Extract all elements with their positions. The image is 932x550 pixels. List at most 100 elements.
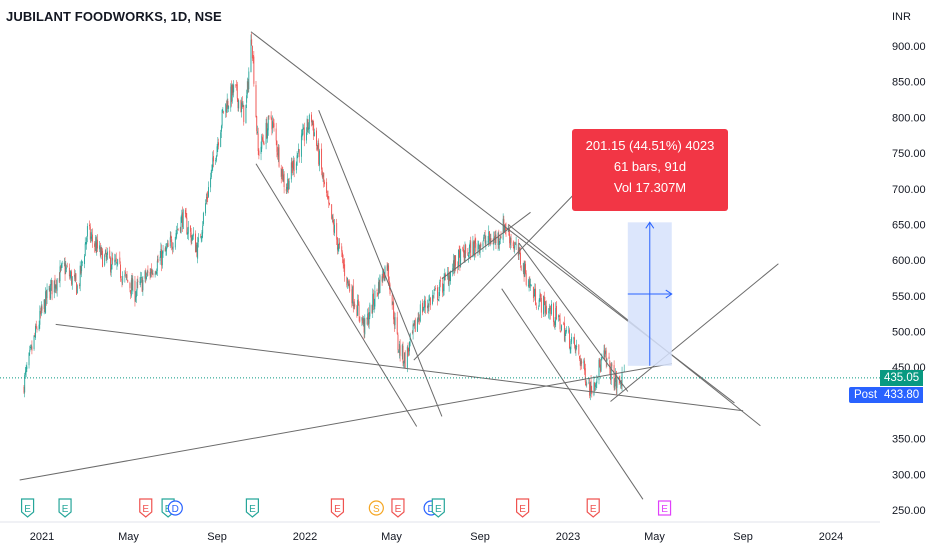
candle-body bbox=[598, 359, 600, 381]
candle-body bbox=[606, 358, 608, 362]
candle-body bbox=[246, 95, 248, 103]
candle-body bbox=[398, 344, 400, 353]
candle-body bbox=[337, 247, 339, 251]
candle-body bbox=[512, 242, 514, 247]
x-tick-label: Sep bbox=[733, 531, 753, 543]
candle-body bbox=[505, 228, 507, 232]
candle-body bbox=[146, 271, 148, 276]
event-shape bbox=[431, 498, 445, 518]
y-tick-label: 700.00 bbox=[892, 184, 926, 196]
candle-body bbox=[394, 317, 396, 325]
candle-body bbox=[222, 109, 224, 111]
candle-body bbox=[125, 274, 127, 276]
candle-body bbox=[130, 279, 132, 296]
candle-body bbox=[585, 384, 587, 386]
candle-body bbox=[569, 348, 571, 351]
candle-body bbox=[35, 325, 36, 338]
candle-body bbox=[402, 345, 404, 364]
candle-body bbox=[95, 242, 97, 253]
candle-body bbox=[215, 155, 217, 161]
candle-body bbox=[353, 305, 355, 307]
candle-body bbox=[608, 356, 610, 360]
candle-body bbox=[610, 366, 612, 380]
candle-body bbox=[117, 259, 119, 265]
candle-body bbox=[485, 240, 487, 244]
event-marker-e: E bbox=[330, 498, 345, 518]
candles-layer bbox=[23, 32, 625, 401]
event-shape bbox=[391, 498, 405, 518]
candle-body bbox=[70, 272, 72, 278]
candle-body bbox=[197, 242, 199, 259]
candle-body bbox=[171, 247, 173, 249]
candle-body bbox=[79, 265, 81, 287]
candle-body bbox=[348, 283, 350, 286]
candle-body bbox=[432, 295, 434, 297]
candle-body bbox=[282, 175, 284, 182]
candle-body bbox=[367, 313, 369, 320]
candle-body bbox=[540, 297, 542, 313]
candle-body bbox=[184, 209, 186, 214]
candle-body bbox=[453, 260, 455, 272]
candle-body bbox=[550, 310, 552, 314]
candle-body bbox=[210, 177, 212, 188]
candle-body bbox=[140, 277, 142, 278]
candle-body bbox=[107, 251, 109, 255]
candle-body bbox=[428, 299, 430, 308]
candle-body bbox=[445, 274, 446, 277]
candle-body bbox=[306, 118, 308, 132]
candle-body bbox=[286, 187, 288, 190]
candle-body bbox=[391, 295, 393, 306]
candle-body bbox=[29, 349, 31, 353]
candle-body bbox=[66, 267, 67, 269]
candle-body bbox=[33, 335, 35, 350]
candle-body bbox=[412, 324, 414, 334]
candle-body bbox=[492, 243, 494, 245]
candle-body bbox=[449, 277, 451, 282]
candle-body bbox=[282, 167, 284, 181]
candle-body bbox=[76, 282, 78, 295]
candle-body bbox=[417, 317, 419, 320]
candle-body bbox=[236, 84, 238, 99]
candle-body bbox=[267, 128, 268, 139]
event-shape bbox=[368, 500, 384, 516]
candle-body bbox=[539, 294, 541, 301]
candle-body bbox=[407, 348, 409, 352]
trendline bbox=[610, 263, 779, 402]
measure-arrow-head-right bbox=[665, 289, 673, 299]
candle-body bbox=[347, 279, 349, 284]
candle-body bbox=[175, 233, 177, 237]
candle-body bbox=[590, 380, 592, 392]
candle-body bbox=[86, 226, 88, 237]
candle-body bbox=[151, 271, 153, 274]
candle-body bbox=[221, 109, 223, 126]
candle-body bbox=[475, 243, 477, 252]
candle-body bbox=[327, 196, 329, 198]
candle-body bbox=[525, 263, 526, 274]
candle-body bbox=[79, 284, 80, 286]
candle-body bbox=[500, 236, 502, 239]
event-shape bbox=[139, 498, 153, 518]
candle-body bbox=[182, 212, 183, 228]
candle-body bbox=[202, 212, 204, 225]
candle-body bbox=[312, 120, 314, 126]
candle-body bbox=[112, 257, 114, 261]
candle-body bbox=[568, 329, 570, 349]
candle-body bbox=[323, 172, 325, 183]
candle-body bbox=[383, 277, 385, 281]
candle-body bbox=[280, 167, 282, 177]
candle-body bbox=[145, 271, 147, 279]
candle-body bbox=[432, 295, 433, 304]
y-tick-label: 800.00 bbox=[892, 112, 926, 124]
candle-body bbox=[362, 318, 364, 324]
event-marker-e: E bbox=[657, 500, 672, 516]
candle-body bbox=[179, 227, 181, 232]
candle-body bbox=[61, 262, 63, 264]
candle-body bbox=[600, 359, 602, 371]
candle-body bbox=[480, 243, 482, 247]
candle-body bbox=[262, 139, 264, 142]
candle-body bbox=[545, 305, 547, 314]
candle-body bbox=[291, 162, 293, 168]
candle-body bbox=[484, 235, 486, 243]
candle-body bbox=[46, 289, 48, 299]
